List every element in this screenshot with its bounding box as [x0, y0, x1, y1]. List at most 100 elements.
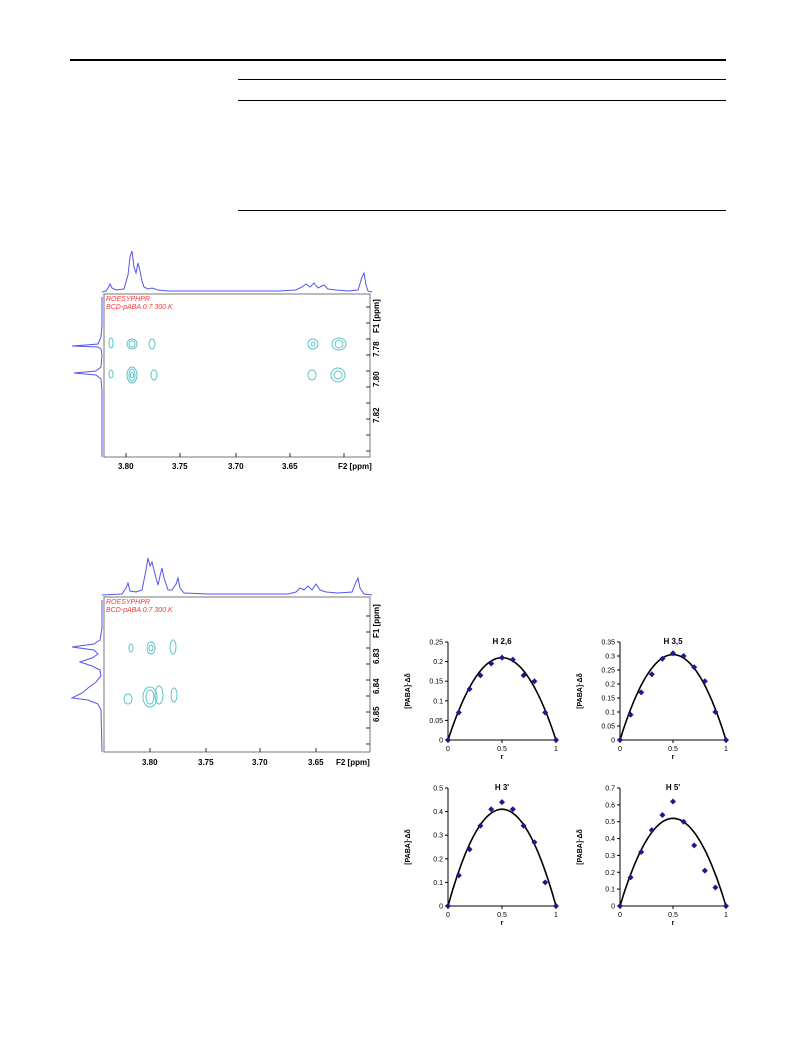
- job-plot-h26: 0 0.05 0.1 0.15 0.2 0.25 0 0.5 1 H 2,6 r [PABA]·Δδ: [405, 637, 559, 760]
- data-point: [723, 903, 729, 909]
- table-header-rule: [238, 100, 726, 101]
- f1-tick-label: 6.83: [372, 648, 381, 664]
- y-tick-label: 0.05: [429, 718, 443, 725]
- data-point: [659, 811, 666, 818]
- f1-axis-label: F1 [ppm]: [372, 299, 381, 333]
- data-point: [701, 867, 708, 874]
- y-tick-label: 0: [439, 904, 443, 911]
- data-point: [499, 799, 505, 806]
- data-point: [691, 842, 698, 849]
- data-point: [455, 872, 462, 879]
- job-plot-h3prime: 0 0.1 0.2 0.3 0.4 0.5 0 0.5 1 H 3' r [PABA]·Δδ: [405, 783, 559, 926]
- data-point: [627, 711, 634, 718]
- y-tick-label: 0.15: [429, 679, 443, 686]
- f1-projection-trace: [71, 297, 103, 457]
- cross-peak-contours: [123, 639, 178, 708]
- f2-tick-label: 3.75: [198, 758, 214, 767]
- y-tick-label: 0.5: [433, 786, 443, 793]
- fit-curve: [619, 817, 727, 907]
- f1-tick-label: 6.84: [372, 678, 381, 694]
- data-point: [520, 822, 527, 829]
- y-tick-label: 0.35: [601, 640, 615, 647]
- chart-title: H 3,5: [663, 637, 683, 646]
- x-tick-label: 0.5: [668, 746, 678, 753]
- y-tick-label: 0.2: [433, 856, 443, 863]
- f2-tick-label: 3.70: [252, 758, 268, 767]
- nmr-spectrum-top: ROESYPHPR BCD-pABA 0.7 300 K 3.80 3.75 3…: [71, 250, 381, 471]
- f2-tick-label: 3.75: [172, 462, 188, 471]
- fit-curve: [447, 808, 557, 907]
- chart-title: H 5': [666, 783, 680, 792]
- y-tick-label: 0: [439, 738, 443, 745]
- data-point: [553, 737, 559, 743]
- x-tick-label: 0.5: [497, 912, 507, 919]
- job-plot-h5prime: 0 0.1 0.2 0.3 0.4 0.5 0.6 0.7 0 0.5 1 H 5' r [PABA]·Δ…: [577, 783, 729, 926]
- y-tick-label: 0.4: [605, 836, 615, 843]
- f1-axis-label: F1 [ppm]: [372, 604, 381, 638]
- y-tick-label: 0.05: [601, 724, 615, 731]
- f2-tick-label: 3.80: [142, 758, 158, 767]
- data-point: [445, 903, 451, 909]
- x-tick-label: 0.5: [497, 746, 507, 753]
- f1-projection-trace: [70, 600, 103, 753]
- data-point: [509, 656, 516, 663]
- x-tick-label: 0: [618, 746, 622, 753]
- y-tick-label: 0.1: [605, 887, 615, 894]
- f1-tick-label: 6.85: [372, 706, 381, 722]
- f1-tick-label: 7.78: [372, 341, 381, 357]
- f2-axis-ticks: [125, 453, 345, 457]
- data-point: [670, 798, 676, 805]
- y-tick-label: 0.3: [605, 654, 615, 661]
- nmr-sample-label: BCD-pABA 0.7 300 K: [106, 304, 173, 311]
- y-tick-label: 0.1: [605, 710, 615, 717]
- f2-tick-label: 3.65: [282, 462, 298, 471]
- data-point: [638, 849, 645, 856]
- data-point: [488, 660, 495, 667]
- f2-axis-label: F2 [ppm]: [338, 462, 372, 471]
- data-point: [499, 654, 505, 661]
- f1-axis-ticks: [366, 306, 370, 452]
- data-point: [455, 709, 462, 716]
- nmr-plot-frame: [103, 596, 371, 753]
- y-tick-label: 0.3: [433, 833, 443, 840]
- data-point: [553, 903, 559, 909]
- x-tick-label: 0: [446, 746, 450, 753]
- f2-tick-label: 3.70: [228, 462, 244, 471]
- f2-axis-label: F2 [ppm]: [336, 758, 370, 767]
- data-point: [638, 689, 645, 696]
- x-tick-label: 1: [724, 912, 728, 919]
- x-tick-label: 1: [554, 746, 558, 753]
- y-tick-label: 0: [611, 738, 615, 745]
- f2-projection-trace: [101, 557, 373, 596]
- y-tick-label: 0.7: [605, 786, 615, 793]
- f1-tick-label: 7.80: [372, 371, 381, 387]
- fit-curve: [447, 656, 557, 741]
- x-tick-label: 0: [446, 912, 450, 919]
- page-header-rule: [70, 59, 726, 61]
- data-point: [723, 737, 729, 743]
- x-axis-label: r: [501, 754, 504, 760]
- y-axis-label: [PABA]·Δδ: [405, 829, 412, 865]
- data-point: [691, 664, 698, 671]
- f2-tick-label: 3.80: [118, 462, 134, 471]
- data-point: [477, 822, 484, 829]
- f1-tick-label: 7.82: [372, 407, 381, 423]
- nmr-plot-frame: [103, 293, 371, 458]
- f1-axis-ticks: [366, 615, 370, 745]
- x-axis-label: r: [501, 920, 504, 926]
- y-tick-label: 0.5: [605, 819, 615, 826]
- table-bottom-rule: [238, 210, 726, 211]
- x-tick-label: 1: [724, 746, 728, 753]
- x-axis-label: r: [672, 920, 675, 926]
- f2-projection-trace: [101, 250, 373, 293]
- x-tick-label: 0: [618, 912, 622, 919]
- fit-curve: [619, 653, 727, 741]
- data-point: [712, 884, 719, 891]
- x-tick-label: 0.5: [668, 912, 678, 919]
- data-point: [445, 737, 451, 743]
- y-tick-label: 0.1: [433, 698, 443, 705]
- f2-axis-ticks: [149, 748, 317, 752]
- y-axis-label: [PABA]·Δδ: [577, 673, 584, 709]
- data-point: [542, 879, 549, 886]
- data-point: [477, 672, 484, 679]
